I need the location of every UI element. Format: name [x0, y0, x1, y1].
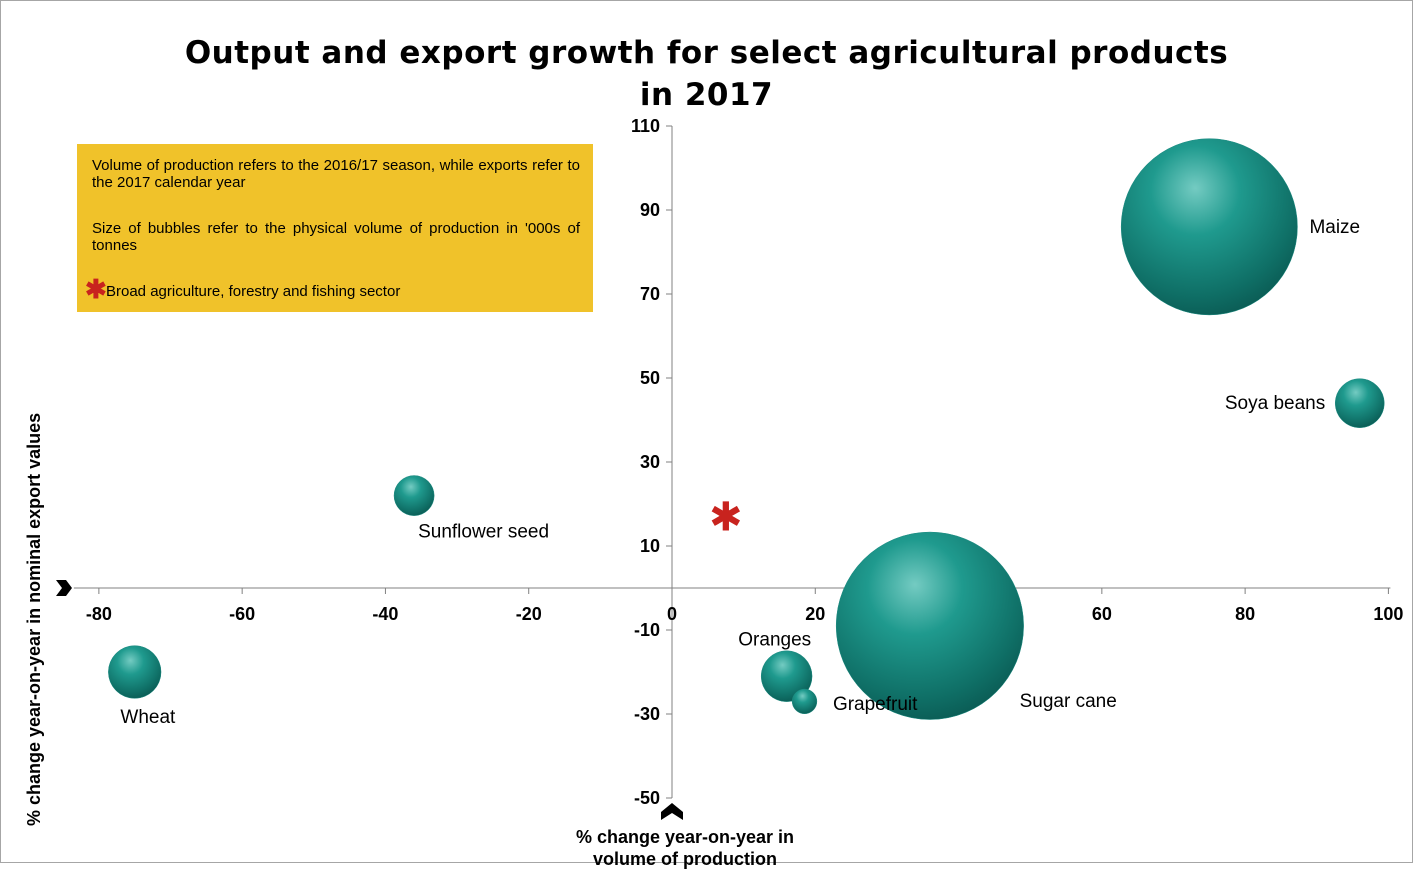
star-icon: ✱	[85, 274, 107, 304]
bubble-label-grapefruit: Grapefruit	[833, 694, 918, 715]
broad-sector-star-icon: ✱	[709, 495, 743, 541]
bubbles-group	[108, 138, 1385, 720]
x-axis-label-line-2: volume of production	[593, 849, 777, 869]
y-tick-label: 110	[631, 116, 660, 136]
y-axis-arrow-icon	[661, 803, 683, 820]
bubble-label-sugar-cane: Sugar cane	[1020, 691, 1117, 712]
bubble-grapefruit	[791, 688, 818, 715]
x-tick-label: 80	[1235, 604, 1255, 624]
chart-title-line-2: in 2017	[639, 77, 774, 113]
x-tick-label: -80	[86, 604, 112, 624]
y-tick-label: -50	[634, 788, 660, 808]
bubble-oranges	[760, 650, 813, 702]
x-tick-label: -60	[229, 604, 255, 624]
y-tick-label: -10	[634, 620, 660, 640]
bubble-soya-beans	[1334, 378, 1385, 428]
x-axis-label: % change year-on-year in volume of produ…	[520, 826, 850, 870]
notes-box: Volume of production refers to the 2016/…	[77, 144, 593, 312]
x-tick-label: 100	[1373, 604, 1403, 624]
note-broad-sector: Broad agriculture, forestry and fishing …	[106, 283, 401, 300]
x-tick-label: 0	[667, 604, 677, 624]
x-axis-arrow-icon	[56, 580, 72, 596]
labels-group: Maize Soya beans Sunflower seed Sugar cane O…	[120, 217, 1360, 728]
y-tick-label: -30	[634, 704, 660, 724]
y-tick-label: 30	[640, 452, 660, 472]
bubble-sugar-cane	[835, 531, 1024, 720]
bubble-maize	[1120, 138, 1298, 316]
note-season: Volume of production refers to the 2016/…	[92, 157, 580, 191]
bubble-label-sunflower-seed: Sunflower seed	[418, 522, 549, 543]
x-tick-label: -40	[372, 604, 398, 624]
bubble-label-oranges: Oranges	[738, 629, 811, 650]
x-tick-label: 20	[805, 604, 825, 624]
bubble-wheat	[108, 645, 162, 699]
x-tick-label: 60	[1092, 604, 1112, 624]
bubble-label-maize: Maize	[1309, 217, 1360, 238]
y-tick-label: 90	[640, 200, 660, 220]
bubble-label-soya-beans: Soya beans	[1225, 393, 1325, 414]
y-tick-label: 70	[640, 284, 660, 304]
x-tick-label: -20	[516, 604, 542, 624]
y-axis-label: % change year-on-year in nominal export …	[24, 412, 44, 826]
y-tick-label: 10	[640, 536, 660, 556]
note-bubble-size: Size of bubbles refer to the physical vo…	[92, 220, 580, 254]
x-axis-label-line-1: % change year-on-year in	[575, 827, 795, 847]
y-tick-label: 50	[640, 368, 660, 388]
bubble-label-wheat: Wheat	[120, 707, 176, 728]
chart-title-line-1: Output and export growth for select agri…	[184, 35, 1229, 71]
bubble-sunflower-seed	[393, 475, 435, 516]
